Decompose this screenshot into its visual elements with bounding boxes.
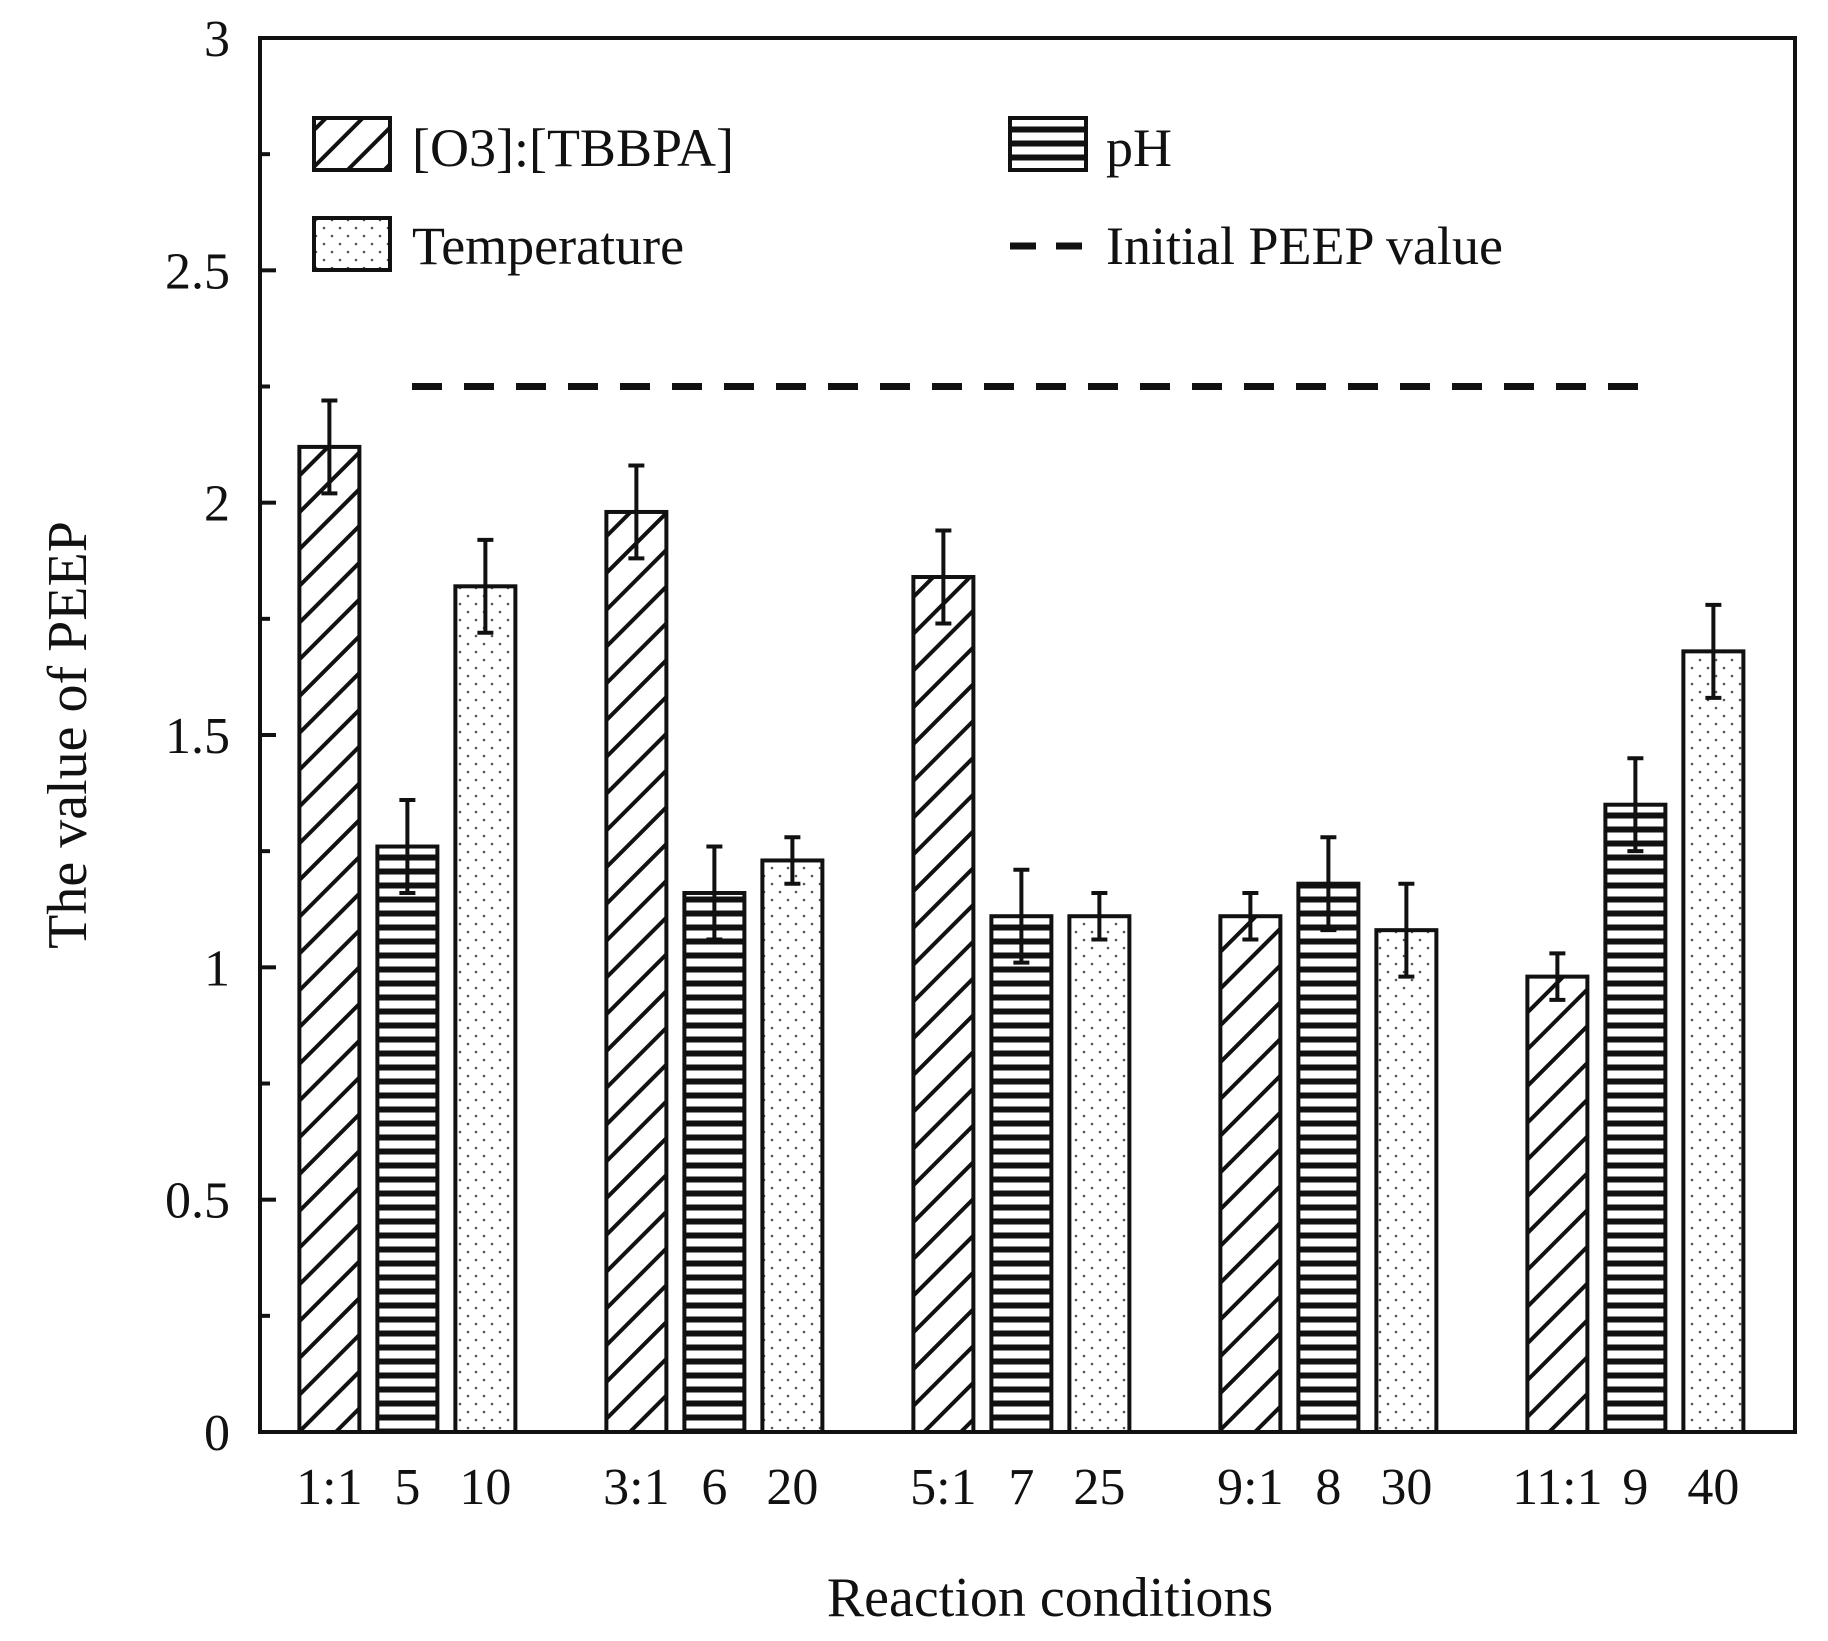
bar: [604, 509, 669, 1434]
bar: [453, 584, 518, 1434]
y-axis-title: The value of PEEP: [37, 521, 99, 949]
x-tick-label: 25: [1073, 1459, 1125, 1516]
legend-label-initial-peep: Initial PEEP value: [1106, 216, 1503, 276]
legend-label-temperature: Temperature: [412, 216, 684, 276]
y-tick-label: 3: [204, 11, 230, 68]
bar: [1374, 928, 1439, 1434]
y-tick-label: 1.5: [165, 708, 230, 765]
bar: [1525, 974, 1590, 1434]
x-tick-label: 5: [394, 1459, 420, 1516]
x-tick-label: 3:1: [603, 1459, 669, 1516]
legend-swatch-ph: [1008, 116, 1088, 172]
x-tick-label: 11:1: [1512, 1459, 1603, 1516]
y-tick-label: 2: [204, 476, 230, 533]
plot-layer: 0 0.5 1 1.5 2 2.5 3 1:1 5 10 3:1 6 20 5:1 7 25 9:1 8 30 11:…: [165, 11, 1746, 1516]
y-tick-label: 0: [204, 1405, 230, 1462]
x-tick-label: 1:1: [296, 1459, 362, 1516]
x-tick-label: 9: [1622, 1459, 1648, 1516]
legend-label-o3-tbbpa: [O3]:[TBBPA]: [412, 118, 734, 178]
plot-frame: [258, 36, 1797, 1434]
x-tick-label: 8: [1315, 1459, 1341, 1516]
bar: [682, 890, 747, 1434]
bar: [1218, 914, 1283, 1434]
bar: [989, 914, 1054, 1434]
x-tick-label: 30: [1380, 1459, 1432, 1516]
x-tick-label: 9:1: [1217, 1459, 1283, 1516]
legend-swatch-temperature: [312, 216, 392, 272]
bar: [911, 575, 976, 1434]
x-tick-label: 10: [459, 1459, 511, 1516]
bar: [1296, 881, 1361, 1434]
bar: [1603, 802, 1668, 1434]
y-tick-label: 0.5: [165, 1173, 230, 1230]
x-axis-title: Reaction conditions: [827, 1567, 1273, 1629]
x-tick-label: 7: [1008, 1459, 1034, 1516]
x-tick-label: 5:1: [910, 1459, 976, 1516]
bar: [1681, 649, 1746, 1434]
bar: [760, 858, 825, 1434]
x-tick-label: 20: [766, 1459, 818, 1516]
bar: [1067, 914, 1132, 1434]
y-tick-label: 1: [204, 940, 230, 997]
legend-label-ph: pH: [1106, 118, 1172, 178]
x-tick-label: 40: [1687, 1459, 1739, 1516]
legend: [O3]:[TBBPA] pH Temperature Initial PEEP…: [312, 116, 1503, 276]
bar: [297, 444, 362, 1434]
y-tick-label: 2.5: [165, 243, 230, 300]
bar: [375, 844, 440, 1434]
legend-swatch-o3-tbbpa: [312, 116, 392, 172]
x-tick-label: 6: [701, 1459, 727, 1516]
